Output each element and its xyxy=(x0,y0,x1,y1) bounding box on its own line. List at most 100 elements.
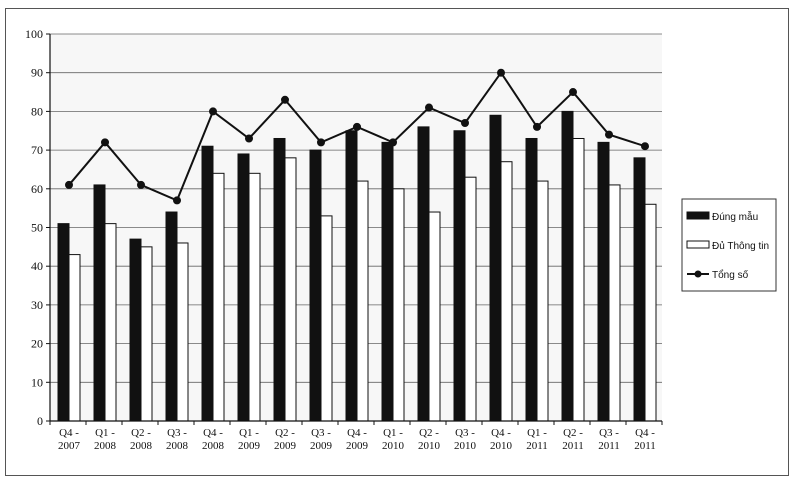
bar-dung-mau xyxy=(417,126,430,422)
y-tick-label: 40 xyxy=(31,259,43,273)
x-tick-label: 2010 xyxy=(382,440,405,452)
bar-du-thong-tin xyxy=(68,254,81,422)
x-tick-label: Q4 - xyxy=(491,427,511,439)
x-tick-label: 2011 xyxy=(526,440,548,452)
legend: Đúng mẫu Đủ Thông tin Tổng số xyxy=(681,198,777,292)
bar-dung-mau xyxy=(273,137,286,422)
bar-du-thong-tin xyxy=(212,172,225,422)
bar-du-thong-tin xyxy=(356,180,369,422)
x-tick-label: 2011 xyxy=(634,440,656,452)
point-tong-so xyxy=(101,138,109,147)
legend-swatch-dung-mau xyxy=(686,211,710,220)
point-tong-so xyxy=(569,88,577,97)
legend-swatch-du-thong-tin xyxy=(686,240,710,249)
point-tong-so xyxy=(353,122,361,131)
point-tong-so xyxy=(497,68,505,77)
bar-du-thong-tin xyxy=(428,211,441,422)
legend-label: Đủ Thông tin xyxy=(712,240,769,252)
point-tong-so xyxy=(65,180,73,189)
bars xyxy=(57,110,657,422)
x-tick-label: Q2 - xyxy=(131,427,151,439)
bar-dung-mau xyxy=(453,130,466,422)
x-tick-label: 2010 xyxy=(418,440,441,452)
x-tick-label: 2010 xyxy=(490,440,513,452)
bar-dung-mau xyxy=(597,141,610,422)
x-tick-label: 2008 xyxy=(94,440,117,452)
point-tong-so xyxy=(641,142,649,151)
x-tick-label: 2011 xyxy=(598,440,620,452)
x-tick-label: Q2 - xyxy=(563,427,583,439)
point-tong-so xyxy=(425,103,433,112)
bar-du-thong-tin xyxy=(104,223,117,422)
x-tick-label: Q4 - xyxy=(635,427,655,439)
x-tick-label: 2009 xyxy=(346,440,369,452)
x-tick-label: 2008 xyxy=(202,440,225,452)
bar-dung-mau xyxy=(345,130,358,422)
bar-du-thong-tin xyxy=(536,180,549,422)
x-tick-label: Q1 - xyxy=(239,427,259,439)
bar-du-thong-tin xyxy=(320,215,333,422)
x-tick-label: Q2 - xyxy=(419,427,439,439)
point-tong-so xyxy=(209,107,217,116)
bar-dung-mau xyxy=(165,211,178,422)
point-tong-so xyxy=(317,138,325,147)
y-tick-label: 10 xyxy=(31,375,43,389)
x-tick-label: Q3 - xyxy=(167,427,187,439)
x-tick-label: Q3 - xyxy=(599,427,619,439)
y-tick-label: 20 xyxy=(31,337,43,351)
x-tick-label: Q2 - xyxy=(275,427,295,439)
bar-du-thong-tin xyxy=(284,157,297,422)
x-tick-label: 2008 xyxy=(130,440,153,452)
x-tick-label: 2011 xyxy=(562,440,584,452)
bar-dung-mau xyxy=(57,223,70,422)
bar-dung-mau xyxy=(309,149,322,422)
x-tick-label: Q4 - xyxy=(347,427,367,439)
point-tong-so xyxy=(245,134,253,143)
x-tick-label: 2008 xyxy=(166,440,189,452)
bar-dung-mau xyxy=(93,184,106,422)
x-tick-label: Q4 - xyxy=(203,427,223,439)
x-tick-label: Q4 - xyxy=(59,427,79,439)
point-tong-so xyxy=(605,130,613,139)
bar-du-thong-tin xyxy=(464,176,477,422)
y-tick-label: 100 xyxy=(25,27,43,41)
bar-du-thong-tin xyxy=(644,203,657,422)
y-tick-label: 0 xyxy=(37,414,43,428)
bar-dung-mau xyxy=(489,114,502,422)
bar-dung-mau xyxy=(237,153,250,422)
bar-du-thong-tin xyxy=(248,172,261,422)
bar-du-thong-tin xyxy=(608,184,621,422)
bar-du-thong-tin xyxy=(572,137,585,422)
x-tick-label: 2009 xyxy=(238,440,261,452)
x-tick-label: Q1 - xyxy=(383,427,403,439)
point-tong-so xyxy=(137,180,145,189)
y-tick-label: 60 xyxy=(31,182,43,196)
point-tong-so xyxy=(389,138,397,147)
point-tong-so xyxy=(281,95,289,104)
bar-du-thong-tin xyxy=(176,242,189,422)
y-tick-label: 30 xyxy=(31,298,43,312)
x-tick-label: 2009 xyxy=(274,440,297,452)
point-tong-so xyxy=(173,196,181,205)
bar-du-thong-tin xyxy=(140,246,153,422)
point-tong-so xyxy=(533,122,541,131)
x-tick-label: 2007 xyxy=(58,440,81,452)
x-tick-label: Q1 - xyxy=(527,427,547,439)
y-tick-label: 90 xyxy=(31,66,43,80)
bar-dung-mau xyxy=(381,141,394,422)
y-tick-label: 80 xyxy=(31,104,43,118)
bar-dung-mau xyxy=(525,137,538,422)
bar-du-thong-tin xyxy=(500,161,513,422)
point-tong-so xyxy=(461,119,469,128)
x-tick-label: 2010 xyxy=(454,440,477,452)
bar-du-thong-tin xyxy=(392,188,405,422)
y-tick-label: 70 xyxy=(31,143,43,157)
legend-label: Đúng mẫu xyxy=(712,210,758,223)
bar-dung-mau xyxy=(129,238,142,422)
y-tick-label: 50 xyxy=(31,221,43,235)
total-line xyxy=(65,68,649,205)
x-tick-label: 2009 xyxy=(310,440,333,452)
bar-dung-mau xyxy=(201,145,214,422)
